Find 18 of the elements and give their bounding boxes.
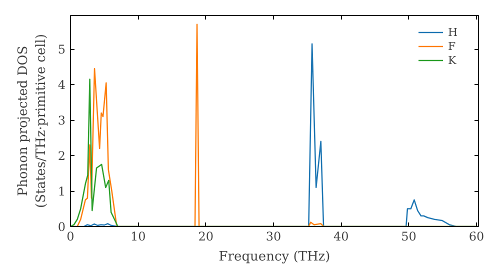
x-tick-label: 20 <box>198 230 214 244</box>
x-tick-label: 60 <box>468 230 484 244</box>
y-axis-title: Phonon projected DOS (States/THz·primitive cell) <box>16 34 49 208</box>
y-tick-label: 4 <box>58 78 66 92</box>
x-tick-label: 30 <box>266 230 282 244</box>
y-tick-label: 2 <box>58 149 66 164</box>
y-tick-label: 0 <box>58 220 66 234</box>
y-tick-label: 3 <box>58 114 66 128</box>
x-tick-label: 40 <box>334 230 349 244</box>
y-tick-label: 5 <box>58 42 66 57</box>
y-tick-label: 1 <box>58 184 66 199</box>
x-tick-label: 50 <box>401 230 416 244</box>
x-axis-title: Frequency (THz) <box>218 250 330 264</box>
x-tick-label: 0 <box>66 230 74 244</box>
x-tick-label: 10 <box>130 230 146 244</box>
legend-label: F <box>448 39 457 53</box>
legend-label: H <box>448 25 459 39</box>
legend-label: K <box>448 53 458 67</box>
